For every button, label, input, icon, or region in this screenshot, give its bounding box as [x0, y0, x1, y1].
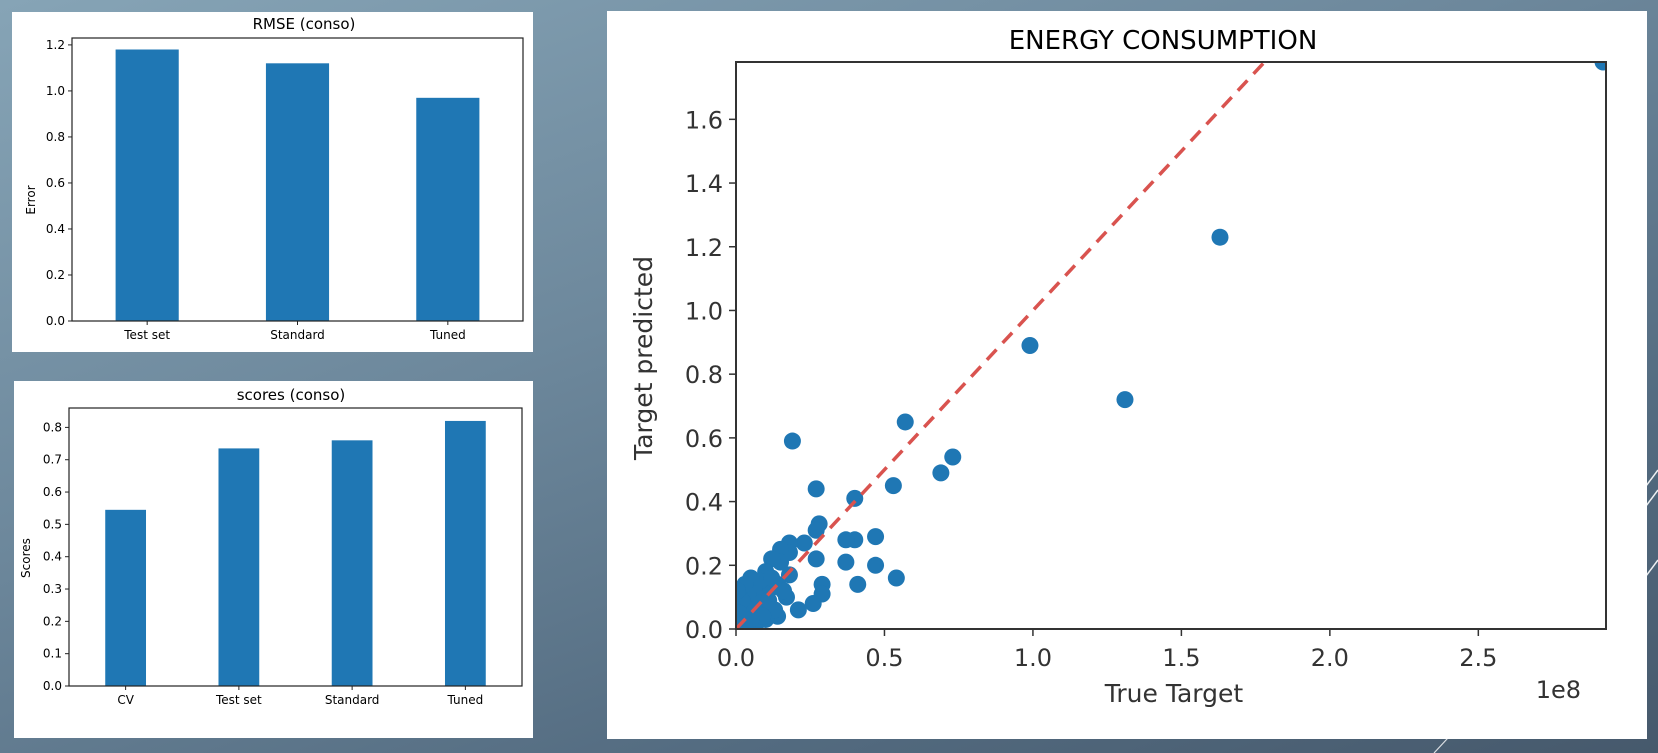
x-tick-label: Tuned: [429, 328, 466, 342]
y-tick-label: 0.8: [43, 420, 62, 434]
scatter-point: [849, 575, 867, 593]
y-tick-label: 0.2: [685, 552, 723, 580]
y-tick-label: 0.1: [43, 647, 62, 661]
scatter-point: [1116, 391, 1134, 409]
y-tick-label: 1.4: [685, 170, 723, 198]
energy-scatter-panel: ENERGY CONSUMPTION True Target Target pr…: [607, 11, 1647, 739]
scatter-point: [763, 569, 781, 587]
rmse-ticks-group: Test set Standard Tuned 0.0 0.2 0.4 0.6 0.8 1.0 1…: [46, 38, 466, 342]
scatter-point: [846, 489, 864, 507]
scatter-point: [837, 531, 855, 549]
scatter-point: [807, 521, 825, 539]
x-tick-label: 0.5: [865, 644, 903, 672]
bar-test-set: [218, 448, 260, 686]
scatter-content-group: [736, 62, 1606, 629]
y-tick-label: 0.0: [43, 679, 62, 693]
x-tick-label: CV: [117, 693, 134, 707]
y-tick-label: 0.4: [43, 550, 62, 564]
x-tick-label: 2.0: [1311, 644, 1349, 672]
bar-test-set: [115, 49, 179, 322]
scores-ticks-group: CV Test set Standard Tuned 0.0 0.1 0.2 0.3 0.4 0.…: [43, 420, 483, 707]
scatter-point: [807, 550, 825, 568]
x-tick-label: Standard: [325, 693, 380, 707]
scatter-point: [867, 556, 885, 574]
bar-cv: [105, 509, 147, 686]
y-tick-label: 1.2: [46, 38, 65, 52]
x-tick-label: 1.5: [1162, 644, 1200, 672]
y-tick-label: 1.0: [46, 84, 65, 98]
identity-diagonal-line: [736, 62, 1266, 629]
y-tick-label: 0.6: [685, 425, 723, 453]
y-tick-label: 0.2: [46, 268, 65, 282]
scatter-point: [807, 480, 825, 498]
scatter-point: [944, 448, 962, 466]
rmse-bar-chart: RMSE (conso) Error Test set Standard Tuned…: [24, 15, 524, 342]
y-tick-label: 0.4: [46, 222, 65, 236]
bar-standard: [331, 440, 373, 686]
bar-tuned: [444, 420, 486, 686]
scores-y-axis-label: Scores: [19, 538, 33, 578]
x-tick-label: Tuned: [447, 693, 484, 707]
scatter-x-axis-label: True Target: [1104, 679, 1244, 708]
scatter-point: [932, 464, 950, 482]
y-tick-label: 0.8: [685, 361, 723, 389]
scatter-point: [887, 569, 905, 587]
scatter-point: [1211, 228, 1229, 246]
scatter-point: [789, 601, 807, 619]
y-tick-label: 0.0: [46, 314, 65, 328]
y-tick-label: 1.6: [685, 106, 723, 134]
x-tick-label: 2.5: [1459, 644, 1497, 672]
scores-bar-chart: scores (conso) Scores CV Test set Standard…: [19, 386, 523, 707]
rmse-y-axis-label: Error: [24, 185, 38, 214]
bar-tuned: [416, 97, 480, 321]
scatter-point: [795, 534, 813, 552]
scatter-x-scale-label: 1e8: [1536, 676, 1581, 704]
y-tick-label: 0.0: [685, 616, 723, 644]
rmse-chart-panel: RMSE (conso) Error Test set Standard Tuned…: [12, 12, 533, 352]
y-tick-label: 1.2: [685, 234, 723, 262]
scatter-y-axis-label: Target predicted: [629, 256, 658, 461]
y-tick-label: 0.3: [43, 582, 62, 596]
x-tick-label: 1.0: [1014, 644, 1052, 672]
scatter-ticks-group: 0.0 0.5 1.0 1.5 2.0 2.5 0.0 0.2 0.4 0.6 0.8 1.0 1.2 1…: [685, 106, 1498, 672]
scatter-point: [1021, 337, 1039, 354]
scores-plot-frame: [68, 407, 523, 687]
y-tick-label: 0.5: [43, 517, 62, 531]
scatter-point: [736, 582, 746, 600]
x-tick-label: Test set: [215, 693, 262, 707]
decorative-lines: [1433, 469, 1658, 753]
scatter-chart-title: ENERGY CONSUMPTION: [1009, 26, 1318, 56]
scatter-point: [884, 477, 902, 495]
scatter-point: [763, 550, 781, 568]
scores-chart-title: scores (conso): [237, 386, 346, 404]
y-tick-label: 0.6: [46, 176, 65, 190]
scatter-plot-frame: [735, 61, 1607, 630]
x-tick-label: 0.0: [717, 644, 755, 672]
x-tick-label: Test set: [123, 328, 170, 342]
scatter-point: [804, 595, 822, 613]
scatter-point: [1594, 62, 1606, 71]
scatter-point: [742, 610, 760, 628]
rmse-chart-title: RMSE (conso): [253, 15, 356, 33]
scatter-point: [867, 528, 885, 546]
scatter-point: [896, 413, 914, 431]
x-tick-label: Standard: [270, 328, 325, 342]
scatter-point: [837, 553, 855, 571]
y-tick-label: 0.2: [43, 614, 62, 628]
rmse-bars-group: [115, 49, 480, 322]
scores-bars-group: [105, 420, 486, 686]
y-tick-label: 0.8: [46, 130, 65, 144]
y-tick-label: 1.0: [685, 297, 723, 325]
y-tick-label: 0.4: [685, 489, 723, 517]
bar-standard: [265, 63, 330, 321]
scatter-point: [783, 432, 801, 450]
scatter-point: [775, 582, 793, 600]
scores-chart-panel: scores (conso) Scores CV Test set Standard…: [14, 381, 533, 738]
scatter-points-group: [736, 62, 1606, 629]
y-tick-label: 0.6: [43, 485, 62, 499]
y-tick-label: 0.7: [43, 453, 62, 467]
energy-scatter-chart: ENERGY CONSUMPTION True Target Target pr…: [629, 26, 1607, 708]
scatter-point: [780, 566, 798, 584]
